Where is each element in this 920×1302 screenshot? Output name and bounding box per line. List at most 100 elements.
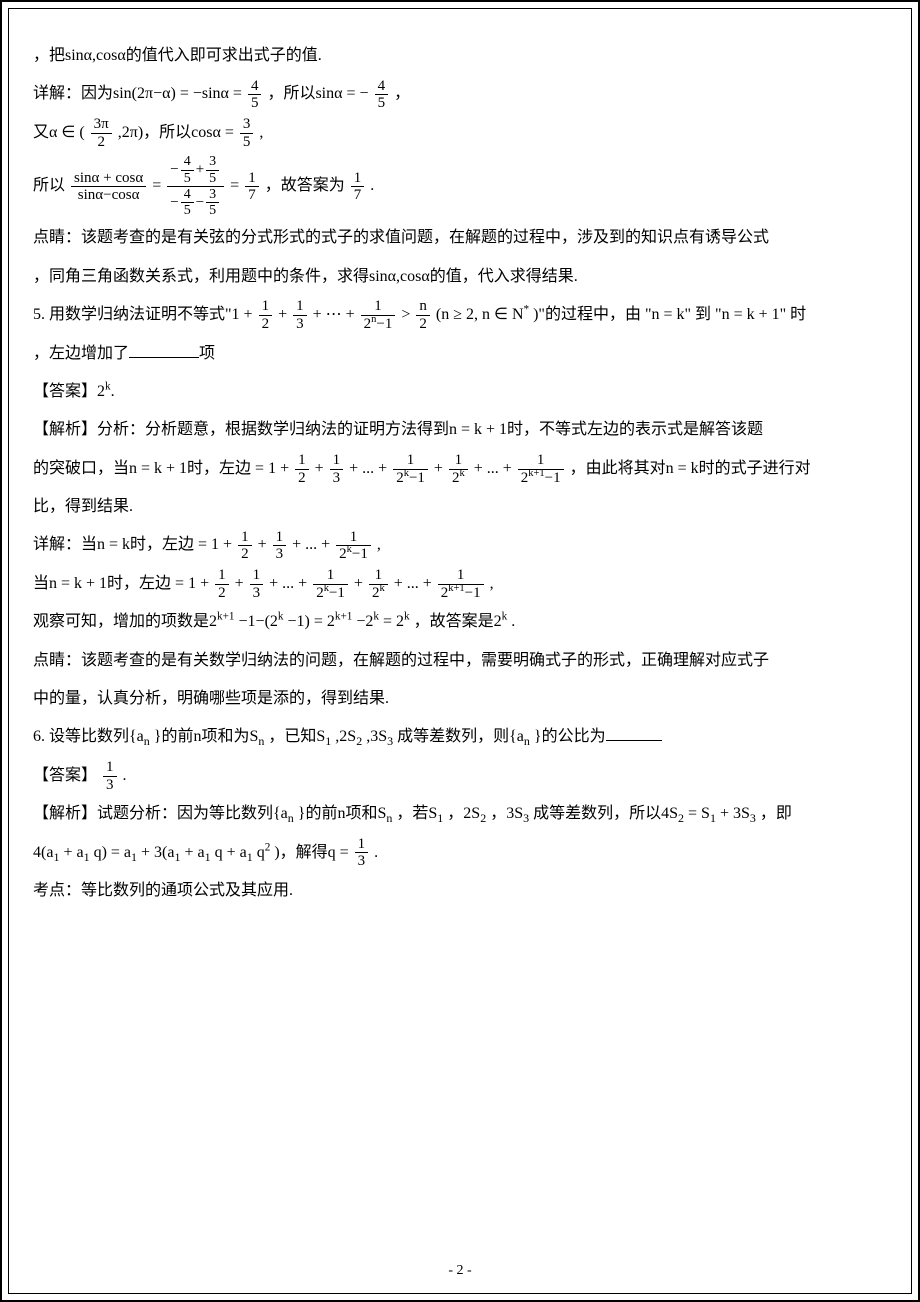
subscript: n [524, 735, 530, 749]
text: 成等差数列，则{a [397, 728, 524, 745]
text: −1−(2 [239, 613, 278, 630]
text: ，由此将其对n = k时的式子进行对 [570, 460, 811, 477]
text: + 3(a [141, 844, 174, 861]
text: ，即 [760, 805, 792, 822]
exponent: k [404, 611, 410, 623]
fraction: 13 [355, 836, 369, 870]
exponent: k [502, 611, 508, 623]
text: ，已知S [268, 728, 325, 745]
page-inner-border: ，把sinα,cosα的值代入即可求出式子的值. 详解：因为sin(2π−α) … [8, 8, 912, 1294]
fraction: 13 [330, 452, 344, 486]
text-line: 考点：等比数列的通项公式及其应用. [33, 872, 887, 910]
subscript: 1 [131, 850, 137, 864]
text: , [259, 124, 263, 141]
subscript: 1 [205, 850, 211, 864]
text-line: 点睛：该题考查的是有关数学归纳法的问题，在解题的过程中，需要明确式子的形式，正确… [33, 642, 887, 680]
fraction-nested: −45+35 −45−35 [167, 154, 224, 219]
text-line: 详解：当n = k时，左边 = 1 + 12 + 13 + ... + 12k−… [33, 526, 887, 564]
text: > [401, 306, 414, 323]
text: + [434, 460, 447, 477]
subscript: 1 [437, 811, 443, 825]
subscript: 3 [750, 811, 756, 825]
text: ，把sinα,cosα的值代入即可求出式子的值. [33, 47, 322, 64]
page-number: - 2 - [9, 1263, 911, 1279]
text: ，2S [447, 805, 480, 822]
fraction: 45 [375, 78, 389, 112]
text: + a [184, 844, 204, 861]
text-line: 4(a1 + a1 q) = a1 + 3(a1 + a1 q + a1 q2 … [33, 834, 887, 872]
text: 6. 设等比数列{a [33, 728, 144, 745]
text: . [370, 177, 374, 194]
text: 当n = k + 1时，左边 = 1 + [33, 575, 213, 592]
text: . [511, 613, 515, 630]
question-6: 6. 设等比数列{an }的前n项和为Sn ，已知S1 ,2S2 ,3S3 成等… [33, 718, 887, 756]
text: 详解：当n = k时，左边 = 1 + [33, 536, 236, 553]
text: ，故答案为 [265, 177, 345, 194]
fraction: 3π2 [91, 116, 112, 150]
text: ，所以sinα = − [267, 85, 368, 102]
text: ，3S [490, 805, 523, 822]
fraction: 12k+1−1 [518, 452, 564, 486]
text-line: 比，得到结果. [33, 488, 887, 526]
subscript: 2 [678, 811, 684, 825]
text-line: 中的量，认真分析，明确哪些项是添的，得到结果. [33, 680, 887, 718]
text: = S [688, 805, 710, 822]
text-line: ，把sinα,cosα的值代入即可求出式子的值. [33, 37, 887, 75]
text: + [258, 536, 271, 553]
fraction: 13 [293, 298, 307, 332]
fill-blank [606, 726, 662, 741]
text: . [374, 844, 378, 861]
text: ，同角三角函数关系式，利用题中的条件，求得sinα,cosα的值，代入求得结果. [33, 268, 578, 285]
text: + ... + [292, 536, 334, 553]
exponent: k+1 [217, 611, 235, 623]
text-line: ，同角三角函数关系式，利用题中的条件，求得sinα,cosα的值，代入求得结果. [33, 258, 887, 296]
text: q) = a [94, 844, 131, 861]
fraction: 45 [248, 78, 262, 112]
text: ,2π)，所以cosα = [118, 124, 238, 141]
subscript: 1 [710, 811, 716, 825]
subscript: 2 [480, 811, 486, 825]
text: 点睛：该题考查的是有关数学归纳法的问题，在解题的过程中，需要明确式子的形式，正确… [33, 652, 769, 669]
text: + [354, 575, 367, 592]
text-line: 【解析】分析：分析题意，根据数学归纳法的证明方法得到n = k + 1时，不等式… [33, 411, 887, 449]
text: + [235, 575, 248, 592]
text: (n ≥ 2, n ∈ N [436, 306, 524, 323]
text: ，左边增加了 [33, 345, 129, 362]
subscript: 1 [247, 850, 253, 864]
exponent: k [278, 611, 284, 623]
question-5: 5. 用数学归纳法证明不等式"1 + 12 + 13 + ⋯ + 12n−1 >… [33, 296, 887, 334]
fraction: sinα + cosαsinα−cosα [71, 170, 146, 204]
text: 所以 [33, 177, 65, 194]
text: q + a [215, 844, 247, 861]
subscript: n [144, 735, 150, 749]
subscript: n [258, 735, 264, 749]
fraction: 17 [245, 170, 259, 204]
text: 4(a [33, 844, 53, 861]
fraction: 12 [259, 298, 273, 332]
text: = 2 [383, 613, 404, 630]
text: + ... + [394, 575, 436, 592]
text: ,3S [366, 728, 387, 745]
fraction: 12k−1 [336, 529, 371, 563]
text: , [377, 536, 381, 553]
fill-blank [129, 342, 199, 357]
text: + ... + [474, 460, 516, 477]
fraction: 13 [250, 567, 264, 601]
text: . [111, 383, 115, 400]
text: + 3S [720, 805, 750, 822]
text: = [152, 177, 165, 194]
subscript: n [288, 811, 294, 825]
fraction: 12k [369, 567, 388, 601]
text: + ... + [349, 460, 391, 477]
text-line: 详解：因为sin(2π−α) = −sinα = 45 ，所以sinα = − … [33, 75, 887, 113]
fraction: 13 [273, 529, 287, 563]
subscript: 1 [84, 850, 90, 864]
text: 点睛：该题考查的是有关弦的分式形式的式子的求值问题，在解题的过程中，涉及到的知识… [33, 229, 769, 246]
subscript: 2 [356, 735, 362, 749]
answer-5: 【答案】2k. [33, 373, 887, 411]
text: }的前n项和S [298, 805, 387, 822]
fraction: 12 [215, 567, 229, 601]
text: 观察可知，增加的项数是2 [33, 613, 217, 630]
text: 考点：等比数列的通项公式及其应用. [33, 882, 293, 899]
text-line: 点睛：该题考查的是有关弦的分式形式的式子的求值问题，在解题的过程中，涉及到的知识… [33, 219, 887, 257]
